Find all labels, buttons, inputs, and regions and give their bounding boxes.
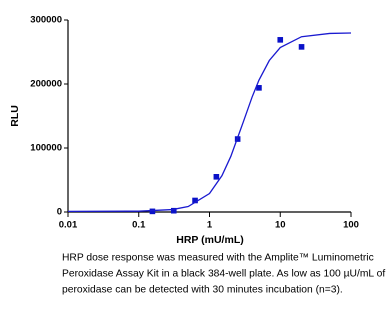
caption-line: Peroxidase Assay Kit in a black 384-well… [62,269,385,280]
x-tick-label: 0.01 [59,220,78,231]
y-axis-label: RLU [9,105,21,127]
y-tick-label: 0 [57,207,62,218]
data-point [170,207,177,214]
x-tick-label: 1 [207,220,213,231]
data-point [192,197,198,204]
data-point [298,44,305,50]
caption-line: HRP dose response was measured with the … [62,253,374,264]
data-point [213,174,220,180]
data-point [149,208,156,215]
data-point [256,85,262,91]
y-tick-label: 100000 [30,143,62,154]
y-tick-label: 300000 [30,15,62,26]
x-tick-label: 0.1 [132,220,146,231]
x-tick-label: 10 [275,220,286,231]
caption-line: peroxidase can be detected with 30 minut… [62,285,343,296]
y-tick-label: 200000 [30,79,62,90]
fit-curve [67,32,352,213]
x-axis-label: HRP (mU/mL) [176,234,243,246]
data-point [277,37,284,43]
x-tick-label: 100 [343,220,359,231]
